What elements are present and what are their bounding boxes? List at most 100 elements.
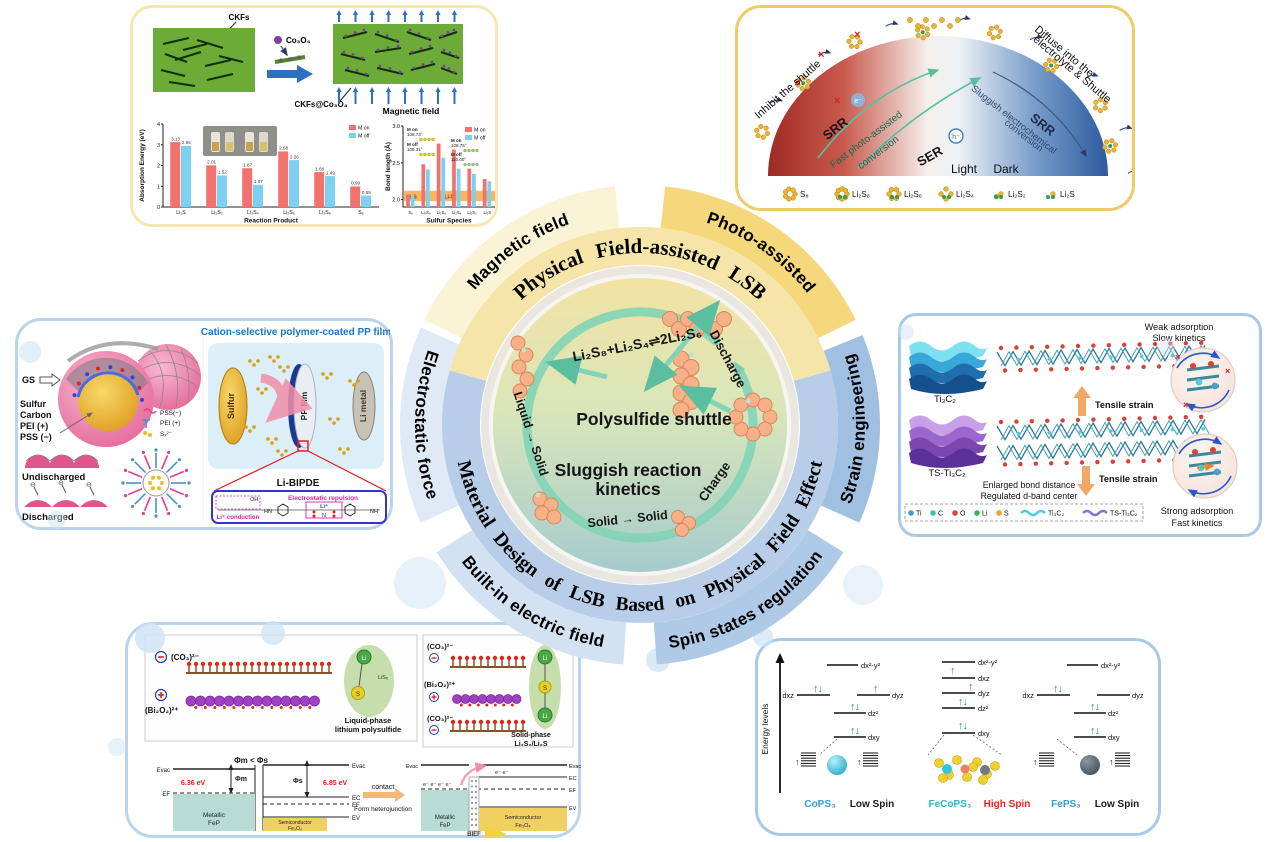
polysulfide-cluster (1046, 57, 1052, 63)
dark-label: Dark (993, 162, 1019, 176)
hole-label: h⁺ (952, 134, 960, 141)
legend-atom-dot (952, 510, 958, 516)
bar (278, 151, 289, 207)
workfunction-fe3o4: 6.85 eV (323, 780, 347, 787)
panel-strain-engineering: Ti₃C₂ TS-Ti₃C₂ Enlarged bond distance Re… (898, 313, 1262, 537)
bar (452, 149, 456, 207)
lips-molecule (278, 365, 282, 369)
hole-badge (948, 128, 964, 144)
conducted-electrons: e⁻ e⁻ (495, 770, 509, 776)
polysulfide-cluster (1098, 97, 1104, 103)
phi-s-label: Φs (293, 778, 303, 785)
bar (361, 195, 371, 207)
x-axis-label: Reaction Product (244, 218, 299, 225)
legend-atom-label: O (960, 511, 966, 518)
x-tick-label: Li₂S₂ (467, 210, 477, 215)
kinetics-label-2: kinetics (595, 479, 660, 499)
up-arrow: ↑ (857, 757, 862, 767)
legend-molecule-icon (1051, 195, 1055, 199)
pei-label: PEI (+) (20, 421, 48, 431)
polysulfide-cluster (1111, 147, 1117, 153)
light-label: Light (951, 162, 978, 176)
lips-molecule (356, 379, 360, 383)
y-tick-label: 2.5 (392, 161, 400, 167)
lips-molecule (248, 429, 252, 433)
polysulfide-cluster (763, 125, 769, 131)
legend-molecule-icon (842, 187, 849, 194)
legend-molecule-icon (999, 195, 1003, 199)
co-atom-sphere (827, 755, 847, 775)
bar (467, 168, 472, 207)
ev-label: EV (352, 816, 360, 822)
annotation: 108.73° (407, 132, 423, 137)
s-atom-label: S (356, 692, 360, 698)
bar (181, 145, 191, 207)
polysulfide-cluster (1093, 99, 1099, 105)
band-label: Li-S (444, 195, 454, 201)
bief-scheme: (CO₃)²⁻ (Bi₂O₂)²⁺ Li S LiSₓ Liquid-phase… (144, 634, 581, 837)
bar (441, 157, 446, 207)
polysulfide-cluster (1043, 61, 1049, 68)
lips-molecule (252, 425, 256, 429)
metallic-label-1: Metallic (435, 815, 455, 821)
compound-name: CoPS₃ (804, 799, 836, 810)
legend-molecule-icon (893, 187, 900, 193)
lips-molecule (346, 447, 350, 451)
ckfs-co3o4-matrix (333, 24, 463, 84)
bar (242, 168, 253, 207)
ec-label: EC (352, 796, 361, 802)
co3-label-1: (CO₃)²⁻ (171, 653, 199, 662)
bar (206, 165, 217, 207)
s8-chain (907, 17, 913, 23)
polysulfide-cluster (760, 134, 766, 140)
legend-atom-label: Ti (916, 511, 922, 518)
polysulfide-cluster (986, 31, 993, 37)
bar-value: 1.87 (243, 162, 252, 167)
co-center-atom (942, 764, 952, 774)
legend-sx: Sₓ²⁻ (160, 431, 173, 438)
polysulfide-cluster (846, 38, 852, 44)
legend-molecule-icon (886, 191, 892, 197)
evac-label: Evac (157, 768, 170, 774)
annotation: 110.00° (451, 157, 466, 162)
lips-molecule (244, 425, 248, 429)
polysulfide-cluster (857, 39, 863, 45)
lips-molecule (342, 451, 346, 455)
electron-arrows: ↑↓ (1090, 701, 1100, 713)
weak-magnifier: × × × (1170, 347, 1236, 413)
x-tick-label: Li₂S (483, 210, 491, 215)
orbital-label: dxy (978, 729, 990, 738)
bar (482, 179, 487, 207)
pss-label: PSS (−) (20, 432, 52, 442)
polysulfide-molecule (546, 509, 562, 525)
pp-film-disc-label: PP film (299, 391, 309, 420)
polysulfide-cluster (854, 43, 860, 50)
polysulfide-cluster (1103, 139, 1110, 145)
co3-label-2: (CO₃)²⁻ (427, 642, 453, 651)
svg-text:×: × (1225, 366, 1230, 376)
oh-label: OH (250, 497, 258, 503)
s-atom (990, 761, 1000, 771)
legend-swatch (349, 125, 356, 130)
legend-sheet-wave (1020, 509, 1046, 517)
polysulfide-cluster (849, 34, 855, 40)
li-metal-disc-label: Li metal (358, 390, 368, 422)
ef-label: EF (569, 788, 577, 794)
electron-arrows: ↑ (873, 683, 878, 695)
lips-molecule (264, 387, 268, 391)
process-arrow (267, 65, 313, 83)
s-atom (968, 762, 978, 772)
bar (426, 169, 430, 207)
annotation: M on (451, 138, 462, 143)
lips-molecule (248, 359, 252, 363)
polysulfide-cluster (990, 35, 996, 41)
lips-molecule (270, 441, 274, 445)
lips-molecule (280, 453, 284, 457)
y-tick-label: 2 (157, 164, 160, 170)
polysulfide-cluster (1112, 142, 1119, 148)
legend-atom-dot (930, 510, 936, 516)
legend-molecule-icon (943, 186, 949, 192)
undischarged-label: Undischarged (22, 472, 86, 483)
annotation: M on (407, 127, 418, 132)
polysulfide-cluster (1053, 63, 1060, 69)
